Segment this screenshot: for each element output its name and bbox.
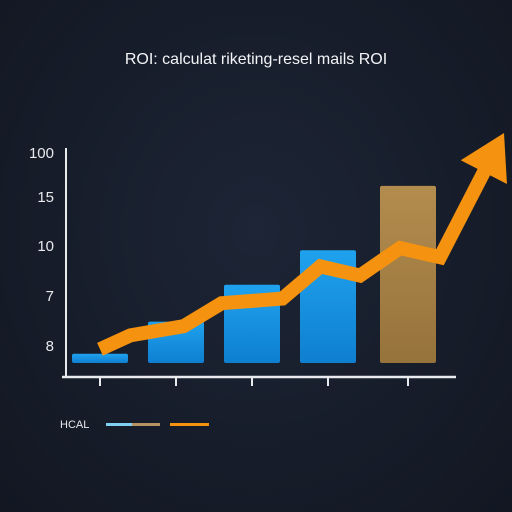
trend-arrowhead [460, 133, 507, 185]
y-tick-label: 100 [29, 145, 54, 162]
bar [72, 353, 128, 363]
y-tick-label: 8 [46, 338, 54, 355]
legend-label: HCAL [60, 419, 89, 431]
y-tick-label: 7 [46, 288, 54, 305]
bar [380, 185, 436, 363]
y-tick-label: 15 [37, 189, 54, 206]
roi-trend-arrow [97, 133, 507, 356]
x-axis-ticks [99, 378, 409, 386]
y-tick-labels: 100 15 10 7 8 [29, 145, 54, 355]
y-tick-label: 10 [37, 238, 54, 255]
chart-title: ROI: calculat riketing-resel mails ROI [125, 51, 387, 68]
trend-line [97, 161, 495, 356]
legend: HCAL [60, 419, 209, 431]
